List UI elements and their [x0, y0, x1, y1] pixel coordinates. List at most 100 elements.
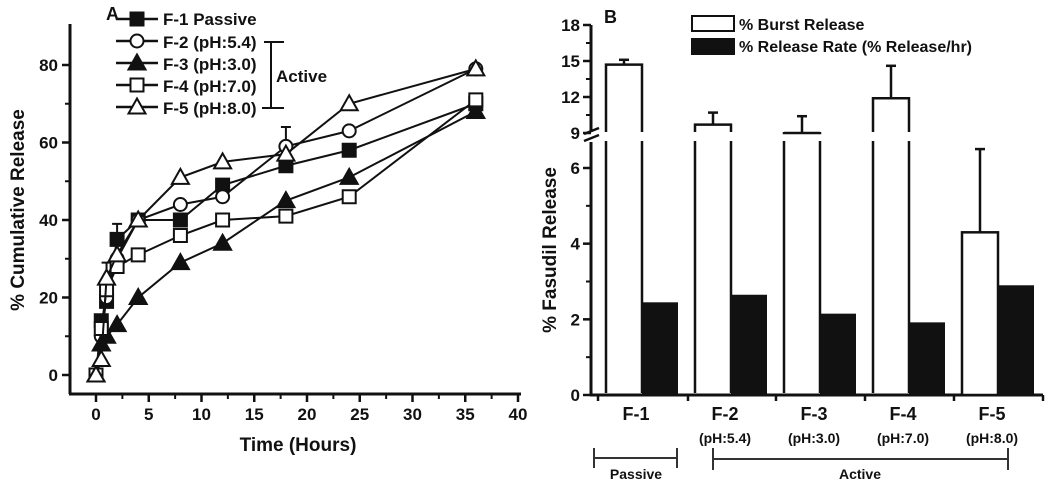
panel-a-line-chart: A 0 20 40 60 80 0 5 10 15 20 25 30 35 40 % Cumulativ…: [8, 4, 527, 456]
open-triangle-marker: [85, 364, 107, 383]
open-triangle-marker: [465, 58, 487, 77]
filled-box-icon: [691, 38, 735, 55]
panel-b-y-ticks: 0 2 4 6 9 12 15 18: [561, 16, 591, 405]
category-f3: F-3: [801, 404, 828, 424]
x-tick-label: 35: [456, 405, 475, 424]
open-triangle-marker: [106, 244, 128, 263]
x-tick-label: 20: [298, 405, 317, 424]
y-tick-label: 20: [39, 289, 58, 308]
legend-item-burst-release: % Burst Release: [691, 15, 864, 34]
svg-text:F-2 (pH:5.4): F-2 (pH:5.4): [163, 33, 257, 52]
filled-triangle-marker: [465, 101, 487, 119]
open-box-icon: [691, 15, 735, 32]
open-square-marker: [172, 228, 188, 243]
group-bracket-passive: Passive: [593, 448, 678, 482]
open-triangle-marker: [275, 143, 297, 162]
release-rate-bar: [731, 294, 767, 395]
svg-text:F-1 Passive: F-1 Passive: [163, 10, 257, 29]
open-triangle-marker: [212, 151, 233, 170]
open-circle-marker: [172, 197, 188, 212]
sublabel-f4: (pH:7.0): [877, 430, 929, 446]
filled-triangle-marker: [106, 314, 128, 333]
svg-text:Active: Active: [276, 67, 327, 86]
legend-item-f4: F-4 (pH:7.0): [116, 77, 257, 96]
sublabel-f3: (pH:3.0): [788, 430, 840, 446]
panel-a-y-axis-label: % Cumulative Release: [8, 109, 29, 311]
y-tick-label: 4: [571, 235, 581, 254]
open-square-marker: [468, 92, 484, 108]
y-tick-label: 2: [571, 310, 580, 329]
x-tick-label: 25: [350, 405, 369, 424]
legend-item-f3: F-3 (pH:3.0): [116, 52, 257, 74]
open-circle-marker: [215, 189, 231, 205]
bar-group-f-5: [960, 147, 1034, 397]
sublabel-f5: (pH:8.0): [966, 430, 1018, 446]
filled-square-marker: [341, 142, 357, 158]
filled-triangle-marker: [212, 232, 233, 251]
y-tick-label: 80: [39, 56, 58, 75]
filled-triangle-marker: [126, 52, 148, 71]
filled-square-marker: [129, 11, 145, 27]
y-tick-label: 40: [39, 211, 58, 230]
panel-a-label: A: [106, 4, 119, 24]
panel-b-y-axis-label: % Fasudil Release: [540, 167, 561, 333]
category-f4: F-4: [890, 404, 917, 424]
filled-triangle-marker: [275, 190, 297, 209]
group-bracket-active: Active: [712, 448, 1009, 482]
x-tick-label: 30: [403, 405, 422, 424]
open-triangle-marker: [126, 96, 148, 115]
legend-item-f5: F-5 (pH:8.0): [116, 96, 257, 118]
svg-text:F-3 (pH:3.0): F-3 (pH:3.0): [163, 55, 257, 74]
series-5: [85, 58, 487, 383]
y-tick-label: 60: [39, 134, 58, 153]
svg-text:Passive: Passive: [610, 466, 662, 482]
panel-b-bar-chart: B 0 2 4 6 9 12 15 18 % Fasudil Release F-1 F-2 …: [540, 7, 1045, 482]
x-tick-label: 10: [192, 405, 211, 424]
x-tick-label: 40: [509, 405, 528, 424]
panel-b-x-ticks: [596, 395, 1045, 401]
axis-break-icon: [583, 126, 600, 143]
open-circle-marker: [129, 33, 145, 49]
open-square-marker: [341, 189, 357, 205]
release-rate-bar: [642, 302, 678, 395]
bar-group-f-3: [782, 114, 856, 395]
y-tick-label: 0: [571, 386, 580, 405]
category-f1: F-1: [623, 404, 650, 424]
panel-b-label: B: [604, 7, 617, 27]
panel-b-legend: % Burst Release % Release Rate (% Releas…: [691, 15, 972, 56]
panel-b-category-labels: F-1 F-2 F-3 F-4 F-5 (pH:5.4) (pH:3.0) (p…: [623, 404, 1019, 446]
panel-a-y-ticks: 0 20 40 60 80: [39, 56, 70, 385]
x-tick-label: 5: [144, 405, 153, 424]
burst-release-bar: [693, 141, 733, 393]
svg-text:F-4 (pH:7.0): F-4 (pH:7.0): [163, 77, 257, 96]
svg-text:% Burst Release: % Burst Release: [739, 17, 864, 34]
filled-square-marker: [109, 231, 125, 247]
y-tick-label: 12: [561, 88, 580, 107]
burst-release-bar: [604, 141, 644, 393]
svg-text:Active: Active: [839, 466, 881, 482]
bar-group-f-4: [871, 64, 945, 395]
open-circle-marker: [341, 123, 357, 139]
sublabel-f2: (pH:5.4): [699, 430, 751, 446]
svg-text:% Release Rate (% Release/hr): % Release Rate (% Release/hr): [739, 39, 972, 56]
bar-group-f-2: [693, 111, 767, 395]
open-square-marker: [130, 247, 146, 263]
burst-release-bar: [871, 141, 911, 393]
release-rate-bar: [909, 322, 945, 395]
open-triangle-marker: [91, 349, 112, 367]
legend-item-release-rate: % Release Rate (% Release/hr): [691, 38, 972, 56]
panel-a-x-axis-label: Time (Hours): [240, 435, 357, 456]
bar-group-f-1: [604, 58, 678, 395]
y-tick-label: 9: [571, 124, 580, 143]
x-tick-label: 0: [91, 405, 100, 424]
svg-text:F-5 (pH:8.0): F-5 (pH:8.0): [163, 99, 257, 118]
legend-active-bracket: Active: [262, 41, 327, 109]
open-square-marker: [93, 321, 109, 336]
filled-triangle-marker: [338, 166, 360, 185]
y-tick-label: 18: [561, 16, 580, 35]
filled-triangle-marker: [127, 287, 149, 305]
x-tick-label: 15: [245, 405, 264, 424]
open-triangle-marker: [170, 166, 191, 185]
panel-b-bars: [604, 58, 1034, 397]
y-tick-label: 15: [561, 52, 580, 71]
